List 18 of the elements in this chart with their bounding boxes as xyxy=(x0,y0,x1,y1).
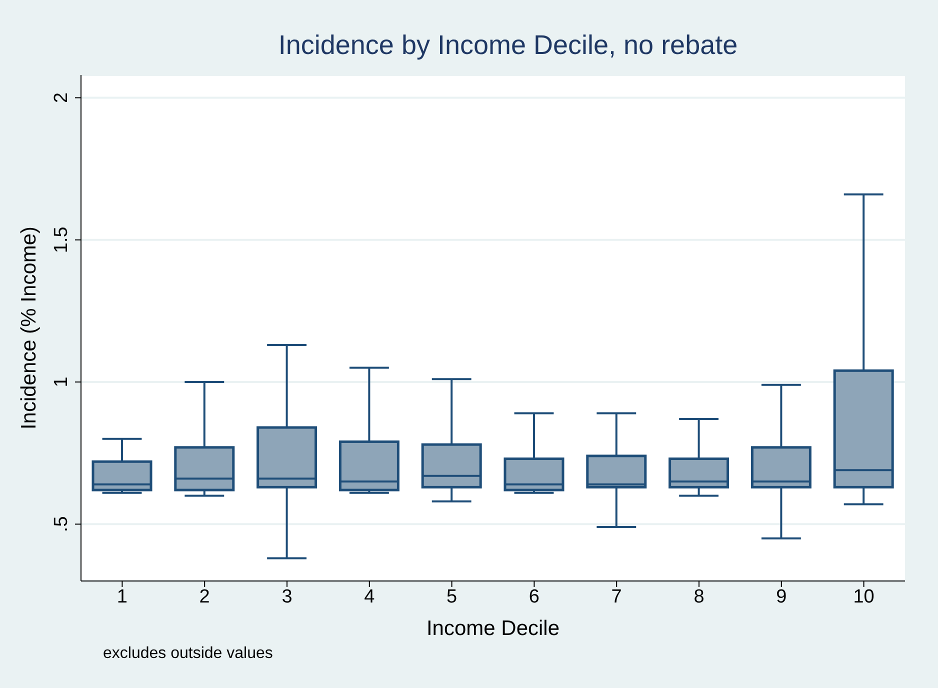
y-tick-label: 1.5 xyxy=(51,226,72,254)
text: excludes outside values xyxy=(103,645,273,663)
y-tick-label: 1 xyxy=(51,376,72,388)
x-tick-label: 3 xyxy=(282,586,292,608)
x-tick-label: 10 xyxy=(853,586,874,608)
y-axis-title: Incidence (% Income) xyxy=(17,226,40,430)
x-axis-title: Income Decile xyxy=(426,617,560,640)
x-tick-label: 6 xyxy=(528,586,540,608)
y-tick-label: 2 xyxy=(51,92,72,104)
x-tick-label: 1 xyxy=(116,586,128,608)
x-tick-label: 7 xyxy=(611,586,622,608)
x-tick-label: 2 xyxy=(199,586,210,608)
x-tick-label: 5 xyxy=(446,586,458,608)
x-tick-label: 9 xyxy=(776,586,787,608)
y-tick-label: .5 xyxy=(51,516,72,532)
chart-title: Incidence by Income Decile, no rebate xyxy=(277,30,739,61)
x-tick-label: 8 xyxy=(694,586,704,608)
x-tick-label: 4 xyxy=(364,586,376,608)
